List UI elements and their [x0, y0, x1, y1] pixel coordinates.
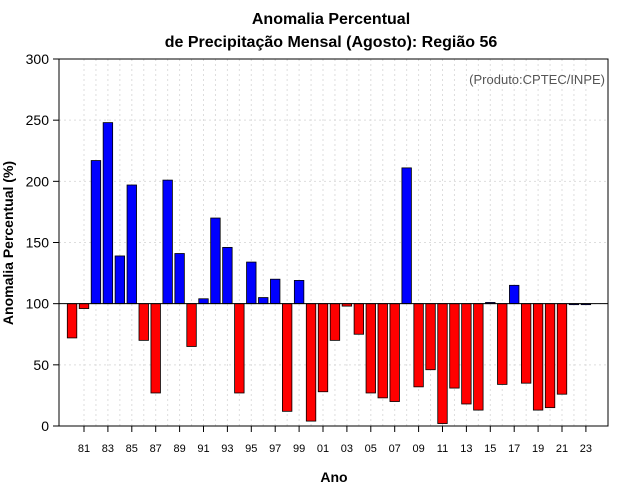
bar-91 — [198, 298, 209, 305]
bar-17 — [509, 284, 520, 305]
x-tick-label: 83 — [102, 443, 114, 455]
x-tick-label: 03 — [341, 443, 353, 455]
bar-98 — [281, 303, 293, 412]
y-tick-label: 50 — [33, 357, 49, 373]
bar-93 — [222, 246, 233, 305]
bar-18 — [521, 303, 532, 384]
x-tick-label: 89 — [173, 443, 185, 455]
x-tick-label: 21 — [556, 443, 568, 455]
bar-82 — [90, 160, 102, 305]
x-tick-label: 91 — [197, 443, 209, 455]
chart-title-line1: Anomalia Percentual — [252, 11, 410, 28]
bar-01 — [317, 303, 329, 393]
x-tick-label: 01 — [317, 443, 329, 455]
x-tick-label: 15 — [484, 443, 496, 455]
x-tick-label: 05 — [365, 443, 377, 455]
y-tick-label: 100 — [26, 296, 50, 312]
bar-13 — [461, 303, 472, 405]
bar-88 — [162, 179, 173, 305]
x-tick-label: 13 — [460, 443, 472, 455]
bar-87 — [150, 303, 161, 394]
bar-83 — [102, 122, 114, 305]
bar-19 — [532, 303, 544, 411]
bar-14 — [473, 303, 484, 411]
source-annotation: (Produto:CPTEC/INPE) — [469, 72, 605, 87]
bar-04 — [353, 303, 365, 335]
y-tick-label: 0 — [41, 418, 49, 434]
bar-86 — [138, 303, 149, 341]
bar-99 — [293, 280, 305, 305]
bar-89 — [174, 253, 185, 305]
x-tick-label: 07 — [389, 443, 401, 455]
x-tick-label: 23 — [580, 443, 592, 455]
x-tick-label: 17 — [508, 443, 520, 455]
y-tick-label: 150 — [26, 235, 50, 251]
x-tick-label: 97 — [269, 443, 281, 455]
bar-84 — [114, 255, 125, 305]
y-tick-label: 200 — [26, 173, 50, 189]
bar-05 — [365, 303, 376, 394]
x-tick-label: 99 — [293, 443, 305, 455]
y-axis: 0 50 100 150 200 250 300 — [26, 51, 59, 434]
x-tick-label: 93 — [221, 443, 233, 455]
bar-95 — [246, 261, 257, 305]
x-tick-label: 85 — [126, 443, 138, 455]
bar-02 — [329, 303, 341, 341]
x-tick-label: 81 — [78, 443, 90, 455]
bar-00 — [305, 303, 317, 422]
bar-10 — [425, 303, 436, 371]
bar-96 — [258, 297, 269, 305]
bar-97 — [270, 278, 281, 305]
x-tick-label: 09 — [412, 443, 424, 455]
bar-85 — [126, 184, 137, 305]
x-tick-label: 95 — [245, 443, 257, 455]
y-tick-label: 250 — [26, 112, 50, 128]
bar-92 — [210, 217, 221, 305]
bar-06 — [377, 303, 388, 399]
bar-08 — [401, 167, 412, 305]
x-tick-label: 87 — [150, 443, 162, 455]
x-tick-label: 11 — [437, 443, 448, 455]
bar-12 — [449, 303, 460, 389]
bar-09 — [413, 303, 424, 388]
y-tick-label: 300 — [26, 51, 50, 67]
x-tick-label: 19 — [532, 443, 544, 455]
bars — [66, 122, 592, 424]
bar-90 — [186, 303, 197, 347]
bar-11 — [437, 303, 448, 424]
bar-07 — [389, 303, 400, 402]
bar-16 — [497, 303, 508, 385]
y-axis-title: Anomalia Percentual (%) — [0, 161, 16, 325]
bar-81 — [78, 303, 90, 309]
chart-title-line2: de Precipitação Mensal (Agosto): Região … — [165, 34, 498, 51]
bar-20 — [544, 303, 556, 409]
bar-94 — [234, 303, 245, 394]
bar-21 — [556, 303, 568, 395]
x-axis-title: Ano — [320, 469, 347, 485]
x-axis: 81 83 85 87 89 91 93 95 97 99 01 03 05 07 09 11 13 15 17 19… — [78, 426, 592, 455]
bar-80 — [66, 303, 78, 339]
